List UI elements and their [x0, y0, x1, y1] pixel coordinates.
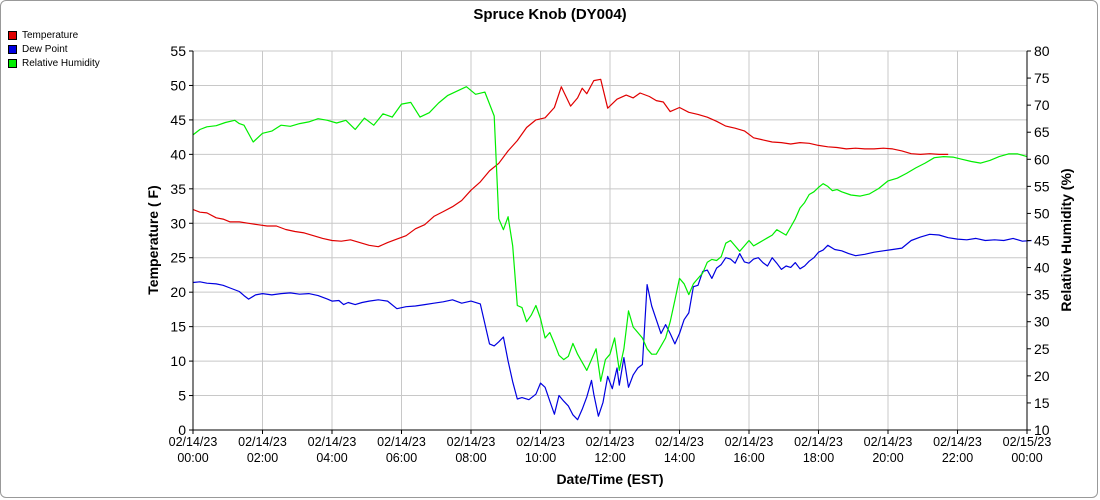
y-tick-label-right: 25: [1034, 341, 1050, 357]
x-tick-label-date: 02/15/23: [1003, 435, 1052, 449]
y-tick-label-right: 30: [1034, 314, 1050, 330]
y-tick-label-right: 80: [1034, 43, 1050, 59]
y-tick-label-left: 45: [170, 112, 186, 128]
x-tick-label-date: 02/14/23: [447, 435, 496, 449]
x-tick-label-date: 02/14/23: [238, 435, 287, 449]
y-tick-label-right: 65: [1034, 124, 1050, 140]
legend: Temperature Dew Point Relative Humidity: [8, 28, 100, 70]
legend-swatch-temperature: [8, 30, 17, 40]
x-tick-label-time: 14:00: [664, 451, 695, 465]
x-tick-label-time: 06:00: [386, 451, 417, 465]
y-tick-label-right: 45: [1034, 233, 1050, 249]
y-tick-label-right: 60: [1034, 151, 1050, 167]
y-tick-label-left: 15: [170, 319, 186, 335]
y-tick-label-left: 25: [170, 250, 186, 266]
y-tick-label-right: 20: [1034, 368, 1050, 384]
y-tick-label-right: 70: [1034, 97, 1050, 113]
y-tick-label-left: 10: [170, 353, 186, 369]
x-tick-label-time: 18:00: [803, 451, 834, 465]
x-tick-label-date: 02/14/23: [655, 435, 704, 449]
y-tick-label-left: 5: [178, 388, 186, 404]
x-tick-label-date: 02/14/23: [308, 435, 357, 449]
x-tick-label-date: 02/14/23: [377, 435, 426, 449]
series-line-dew-point: [192, 233, 1032, 421]
series-line-relative-humidity: [192, 86, 1028, 382]
series-line-temperature: [192, 78, 949, 248]
x-tick-label-time: 04:00: [316, 451, 347, 465]
x-tick-label-date: 02/14/23: [933, 435, 982, 449]
x-tick-label-time: 22:00: [942, 451, 973, 465]
y-tick-label-right: 40: [1034, 260, 1050, 276]
x-tick-label-time: 12:00: [594, 451, 625, 465]
x-tick-label-date: 02/14/23: [516, 435, 565, 449]
x-tick-label-time: 16:00: [733, 451, 764, 465]
legend-label-temperature: Temperature: [22, 29, 79, 41]
grid: [192, 50, 1028, 431]
y-axis-label-left: Temperature ( F): [145, 185, 161, 294]
legend-item-temperature: Temperature: [8, 28, 100, 42]
x-axis-label: Date/Time (EST): [556, 471, 663, 487]
axes: 0 5 10 15 20 25 30 35 40 45 50 55 10 15 20 25 30 35 40 45 50…: [169, 43, 1052, 465]
y-tick-label-right: 55: [1034, 178, 1050, 194]
y-tick-label-left: 20: [170, 284, 186, 300]
x-tick-label-time: 02:00: [247, 451, 278, 465]
y-tick-label-right: 50: [1034, 205, 1050, 221]
x-tick-label-time: 00:00: [177, 451, 208, 465]
y-tick-label-right: 10: [1034, 422, 1050, 438]
legend-swatch-dew-point: [8, 44, 17, 54]
x-tick-label-date: 02/14/23: [725, 435, 774, 449]
y-tick-label-left: 50: [170, 77, 186, 93]
y-tick-label-right: 75: [1034, 70, 1050, 86]
legend-label-dew-point: Dew Point: [22, 43, 68, 55]
x-tick-label-time: 20:00: [872, 451, 903, 465]
x-tick-label-date: 02/14/23: [794, 435, 843, 449]
series-layer: [192, 78, 1032, 421]
legend-item-dew-point: Dew Point: [8, 42, 100, 56]
legend-label-relative-humidity: Relative Humidity: [22, 57, 100, 69]
chart-title: Spruce Knob (DY004): [473, 6, 626, 23]
x-tick-label-time: 00:00: [1011, 451, 1042, 465]
y-tick-label-left: 40: [170, 146, 186, 162]
legend-swatch-relative-humidity: [8, 58, 17, 68]
x-tick-label-date: 02/14/23: [864, 435, 913, 449]
y-tick-label-left: 0: [178, 422, 186, 438]
legend-item-relative-humidity: Relative Humidity: [8, 56, 100, 70]
x-tick-label-time: 08:00: [455, 451, 486, 465]
x-tick-label-date: 02/14/23: [586, 435, 635, 449]
x-tick-label-time: 10:00: [525, 451, 556, 465]
x-tick-label-date: 02/14/23: [169, 435, 218, 449]
y-tick-label-left: 35: [170, 181, 186, 197]
y-tick-label-right: 35: [1034, 287, 1050, 303]
y-tick-label-right: 15: [1034, 395, 1050, 411]
y-tick-label-left: 55: [170, 43, 186, 59]
y-axis-label-right: Relative Humidity (%): [1058, 168, 1074, 311]
y-tick-label-left: 30: [170, 215, 186, 231]
